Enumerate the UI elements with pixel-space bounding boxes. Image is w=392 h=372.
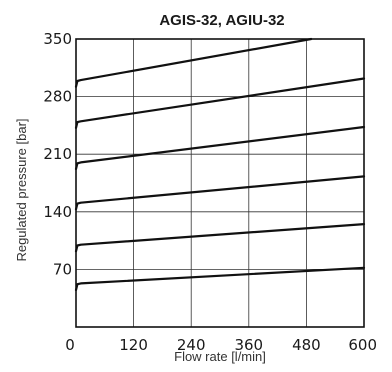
plot-frame: [75, 38, 365, 328]
y-tick-label: 210: [43, 145, 72, 163]
x-tick-label: 480: [292, 336, 321, 354]
y-tick-label: 350: [43, 30, 72, 48]
series-line-1: [74, 266, 366, 292]
y-tick-label: 280: [43, 88, 72, 106]
x-axis-label: Flow rate [l/min]: [174, 349, 266, 364]
x-tick-label: 600: [348, 336, 377, 354]
series-line-5: [74, 77, 366, 130]
x-tick-label: 0: [65, 336, 75, 354]
x-tick-label: 240: [177, 336, 206, 354]
x-tick-label: 360: [234, 336, 263, 354]
series-layer: [74, 37, 366, 292]
y-tick-label: 140: [43, 203, 72, 221]
x-tick-label: 120: [119, 336, 148, 354]
chart-title: AGIS-32, AGIU-32: [159, 12, 284, 29]
grid: [76, 39, 364, 327]
tick-labels: 0 120 240 360 480 600 70 140 210 280 350: [43, 30, 377, 354]
series-line-4: [74, 125, 366, 171]
series-line-3: [74, 175, 366, 211]
series-line-2: [74, 223, 366, 253]
series-line-6: [74, 37, 313, 88]
y-tick-label: 70: [53, 260, 72, 278]
y-axis-label: Regulated pressure [bar]: [14, 118, 29, 261]
